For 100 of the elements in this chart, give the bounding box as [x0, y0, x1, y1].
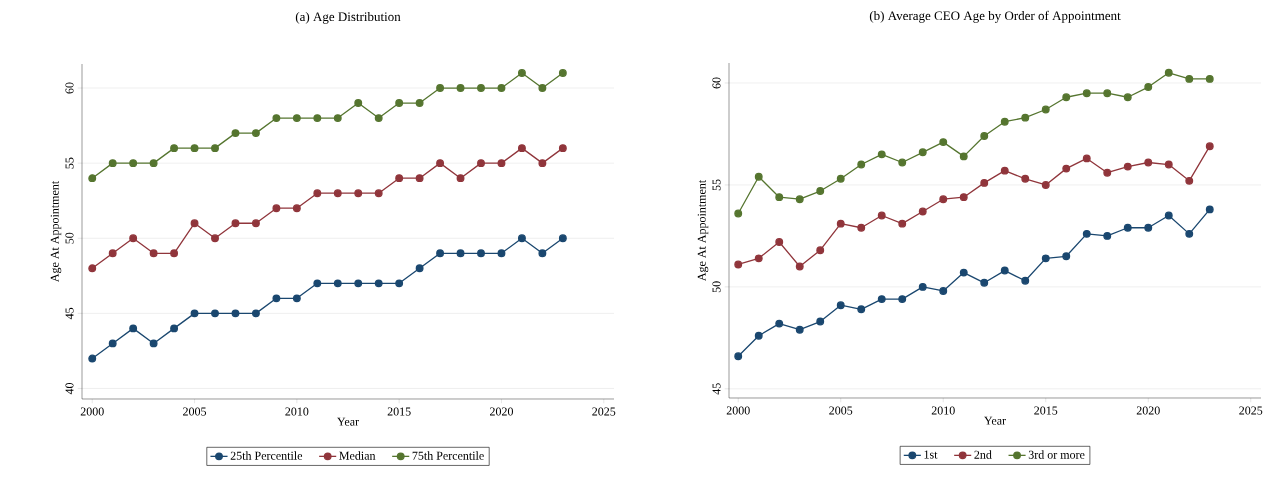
point	[1041, 180, 1050, 189]
point	[538, 84, 547, 92]
point	[170, 249, 179, 258]
point	[1103, 89, 1112, 98]
point	[558, 69, 567, 77]
y-tick-label: 40	[65, 382, 74, 395]
point	[1041, 254, 1050, 263]
point	[333, 189, 342, 198]
point	[918, 282, 927, 291]
point	[857, 160, 866, 169]
point	[1185, 229, 1194, 238]
point	[1082, 229, 1091, 238]
point	[795, 325, 804, 334]
point	[1164, 68, 1173, 77]
point	[1082, 89, 1091, 98]
point	[88, 174, 97, 183]
point	[1144, 83, 1153, 92]
x-tick-label: 2010	[931, 406, 955, 415]
point	[456, 84, 465, 92]
x-tick-label: 2020	[490, 407, 513, 416]
point	[775, 193, 784, 202]
point	[292, 294, 301, 303]
point	[1205, 142, 1214, 151]
point	[959, 152, 968, 161]
point	[1062, 164, 1071, 173]
point	[1164, 160, 1173, 169]
point	[374, 114, 383, 123]
legend-label: 75th Percentile	[412, 451, 484, 460]
point	[211, 144, 219, 153]
point	[1185, 176, 1194, 185]
point	[395, 99, 404, 108]
point	[1205, 74, 1214, 83]
point	[272, 294, 281, 303]
point	[836, 219, 845, 228]
point	[939, 138, 948, 147]
y-tick-label: 50	[65, 232, 74, 244]
point	[517, 69, 526, 77]
point	[538, 159, 547, 168]
point	[497, 249, 506, 258]
point	[898, 219, 907, 228]
point	[538, 249, 547, 258]
point	[1000, 166, 1009, 175]
point	[477, 84, 485, 92]
point	[1103, 168, 1112, 177]
x-tick-label: 2015	[1034, 406, 1058, 415]
point	[980, 278, 989, 287]
point	[313, 114, 322, 123]
point	[877, 295, 886, 304]
x-axis-title: Year	[337, 417, 359, 426]
point	[754, 172, 763, 181]
y-tick-label: 55	[712, 179, 721, 191]
point	[354, 99, 363, 108]
point	[1144, 158, 1153, 167]
x-tick-label: 2000	[726, 406, 750, 415]
point	[149, 159, 158, 168]
point	[313, 279, 322, 288]
y-tick-label: 60	[712, 77, 721, 89]
point	[477, 159, 485, 168]
legend-label: Median	[339, 451, 376, 460]
point	[497, 84, 506, 92]
point	[857, 305, 866, 314]
point	[231, 309, 240, 318]
x-tick-label: 2005	[183, 407, 207, 416]
point	[456, 174, 465, 183]
point	[170, 324, 179, 333]
point	[108, 159, 117, 168]
point	[980, 178, 989, 187]
point	[497, 159, 506, 168]
point	[1144, 223, 1153, 232]
point	[190, 144, 199, 153]
point	[333, 114, 342, 123]
point	[836, 301, 845, 310]
point	[558, 234, 567, 243]
point	[898, 295, 907, 304]
point	[272, 204, 281, 213]
point	[1021, 113, 1030, 122]
y-tick-label: 45	[65, 307, 74, 320]
x-tick-label: 2005	[829, 406, 853, 415]
y-axis-title: Age At Appointment	[697, 179, 709, 282]
point	[251, 129, 260, 138]
point	[108, 249, 117, 258]
point	[190, 219, 199, 228]
point	[734, 209, 743, 218]
point	[456, 249, 465, 258]
point	[816, 317, 825, 326]
point	[775, 238, 784, 246]
point	[959, 193, 968, 202]
y-axis-title: Age At Appointment	[50, 180, 62, 283]
y-tick-label: 55	[65, 157, 74, 169]
point	[415, 264, 424, 273]
point	[877, 150, 886, 159]
point	[857, 223, 866, 232]
point	[1062, 252, 1071, 261]
point	[1062, 93, 1071, 102]
point	[918, 207, 927, 216]
point	[354, 279, 363, 288]
point	[292, 114, 301, 123]
legend-label: 1st	[924, 450, 938, 459]
point	[754, 254, 763, 263]
legend-label: 3rd or more	[1028, 450, 1085, 459]
